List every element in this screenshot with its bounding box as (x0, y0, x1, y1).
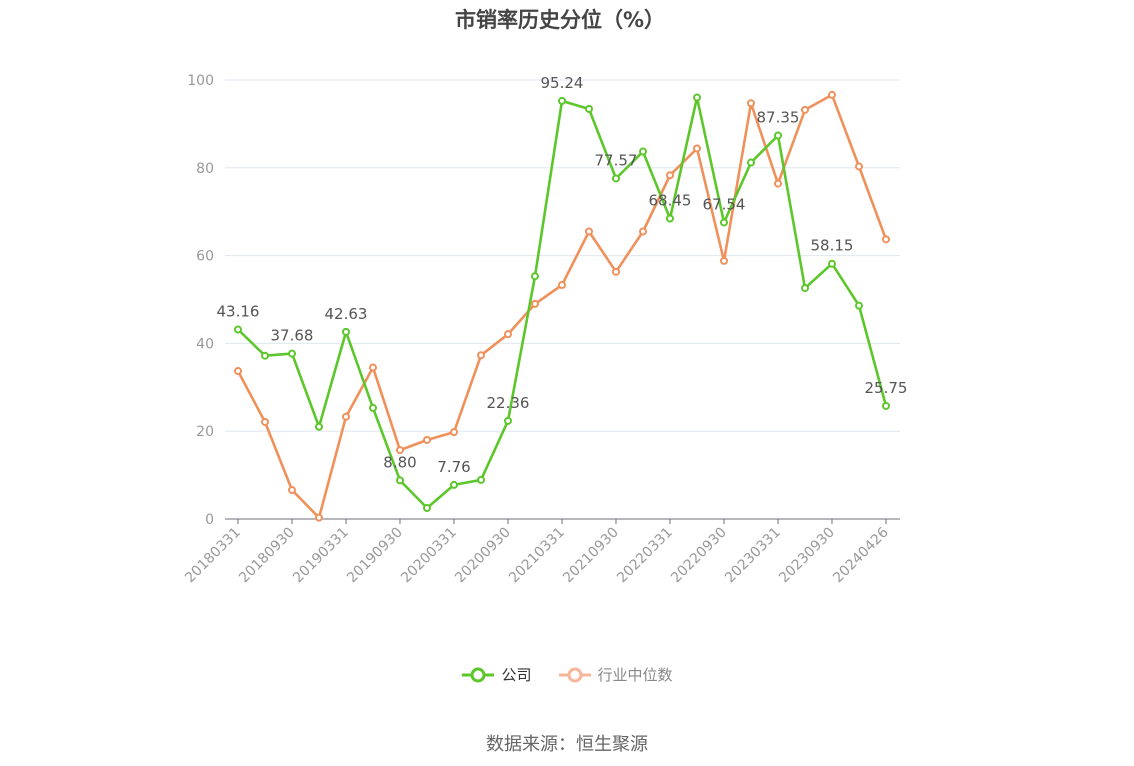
data-point-company[interactable] (693, 93, 701, 102)
x-tick-label: 20200331 (398, 525, 460, 587)
data-point-company[interactable] (828, 259, 836, 268)
data-point-company[interactable] (369, 403, 377, 412)
data-point-industry-median[interactable] (747, 99, 755, 108)
data-point-company[interactable] (477, 475, 485, 484)
data-point-industry-median[interactable] (720, 256, 728, 265)
data-point-industry-median[interactable] (801, 105, 809, 114)
data-point-company[interactable] (450, 480, 458, 489)
data-labels: 43.16 37.68 42.63 8.80 7.76 22.36 95.24 77.57 68… (217, 74, 908, 476)
data-point-industry-median[interactable] (450, 428, 458, 437)
data-point-company[interactable] (585, 104, 593, 113)
legend-item-company[interactable]: 公司 (461, 664, 532, 685)
data-label: 22.36 (487, 394, 530, 412)
data-label: 37.68 (271, 327, 314, 345)
legend: 公司 行业中位数 (0, 664, 1134, 685)
data-label: 25.75 (865, 379, 908, 397)
x-tick-label: 20200930 (452, 525, 514, 587)
data-point-company[interactable] (261, 351, 269, 360)
data-point-industry-median[interactable] (396, 446, 404, 455)
legend-item-industry-median[interactable]: 行业中位数 (558, 664, 673, 685)
data-source: 数据来源：恒生聚源 (486, 734, 648, 755)
data-point-industry-median[interactable] (261, 417, 269, 426)
data-point-industry-median[interactable] (558, 281, 566, 290)
data-point-industry-median[interactable] (855, 162, 863, 171)
data-point-industry-median[interactable] (612, 267, 620, 276)
data-point-company[interactable] (801, 284, 809, 293)
data-point-company[interactable] (774, 131, 782, 140)
series-line-company (237, 96, 888, 510)
data-point-company[interactable] (531, 272, 539, 281)
legend-label-industry-median: 行业中位数 (597, 666, 673, 684)
data-point-industry-median[interactable] (666, 171, 674, 180)
x-tick-label: 20230331 (722, 525, 784, 587)
data-point-company[interactable] (639, 147, 647, 156)
data-point-company[interactable] (855, 301, 863, 310)
x-tick-label: 20230930 (776, 525, 838, 587)
data-point-industry-median[interactable] (288, 486, 296, 495)
y-tick-label: 20 (196, 424, 214, 440)
x-tick-label: 20190331 (290, 525, 352, 587)
data-point-industry-median[interactable] (234, 367, 242, 376)
data-point-company[interactable] (747, 158, 755, 167)
y-axis-ticks: 0 20 40 60 80 100 (187, 73, 214, 528)
chart-title: 市销率历史分位（%） (454, 8, 666, 32)
series-points (234, 90, 890, 522)
data-point-company[interactable] (612, 174, 620, 183)
x-tick-label: 20240426 (830, 524, 892, 586)
data-point-company[interactable] (558, 96, 566, 105)
legend-swatch-industry-icon (558, 667, 591, 682)
x-tick-label: 20210930 (560, 525, 622, 587)
y-tick-label: 100 (187, 73, 214, 89)
data-point-company[interactable] (234, 325, 242, 334)
data-point-industry-median[interactable] (585, 227, 593, 236)
data-label: 95.24 (541, 74, 584, 92)
data-point-industry-median[interactable] (342, 412, 350, 421)
data-point-company[interactable] (504, 416, 512, 425)
data-label: 68.45 (649, 192, 692, 210)
data-point-company[interactable] (720, 218, 728, 227)
x-tick-label: 20180930 (236, 525, 298, 587)
data-point-industry-median[interactable] (828, 90, 836, 99)
data-point-industry-median[interactable] (693, 144, 701, 153)
data-label: 43.16 (217, 303, 260, 321)
data-point-company[interactable] (882, 401, 890, 410)
legend-swatch-company-icon (462, 667, 495, 682)
data-point-company[interactable] (396, 476, 404, 485)
data-label: 87.35 (757, 109, 800, 127)
x-tick-label: 20190930 (344, 525, 406, 587)
data-point-company[interactable] (288, 349, 296, 358)
data-label: 67.54 (703, 195, 746, 213)
data-point-industry-median[interactable] (639, 227, 647, 236)
data-label: 58.15 (811, 237, 854, 255)
x-tick-label: 20220331 (614, 525, 676, 587)
data-point-industry-median[interactable] (315, 513, 323, 522)
data-label: 7.76 (437, 458, 470, 476)
data-point-industry-median[interactable] (369, 363, 377, 372)
data-point-industry-median[interactable] (531, 299, 539, 308)
data-point-company[interactable] (423, 504, 431, 513)
data-point-industry-median[interactable] (504, 330, 512, 339)
y-tick-label: 0 (205, 512, 214, 528)
grid-lines (225, 79, 900, 432)
legend-label-company: 公司 (501, 666, 532, 684)
data-label: 42.63 (325, 305, 368, 323)
x-tick-label: 20220930 (668, 525, 730, 587)
x-tick-label: 20210331 (506, 525, 568, 587)
data-point-company[interactable] (342, 327, 350, 336)
y-tick-label: 60 (196, 249, 214, 265)
data-point-industry-median[interactable] (774, 179, 782, 188)
data-label: 77.57 (595, 151, 638, 169)
data-point-company[interactable] (666, 214, 674, 223)
data-point-industry-median[interactable] (423, 435, 431, 444)
y-tick-label: 80 (196, 161, 214, 177)
x-tick-label: 20180331 (182, 525, 244, 587)
data-point-industry-median[interactable] (477, 351, 485, 360)
y-tick-label: 40 (196, 336, 214, 352)
data-point-industry-median[interactable] (882, 235, 890, 244)
x-axis: 2018033120180930201903312019093020200331… (182, 518, 900, 587)
data-label: 8.80 (383, 453, 416, 471)
data-point-company[interactable] (315, 422, 323, 431)
